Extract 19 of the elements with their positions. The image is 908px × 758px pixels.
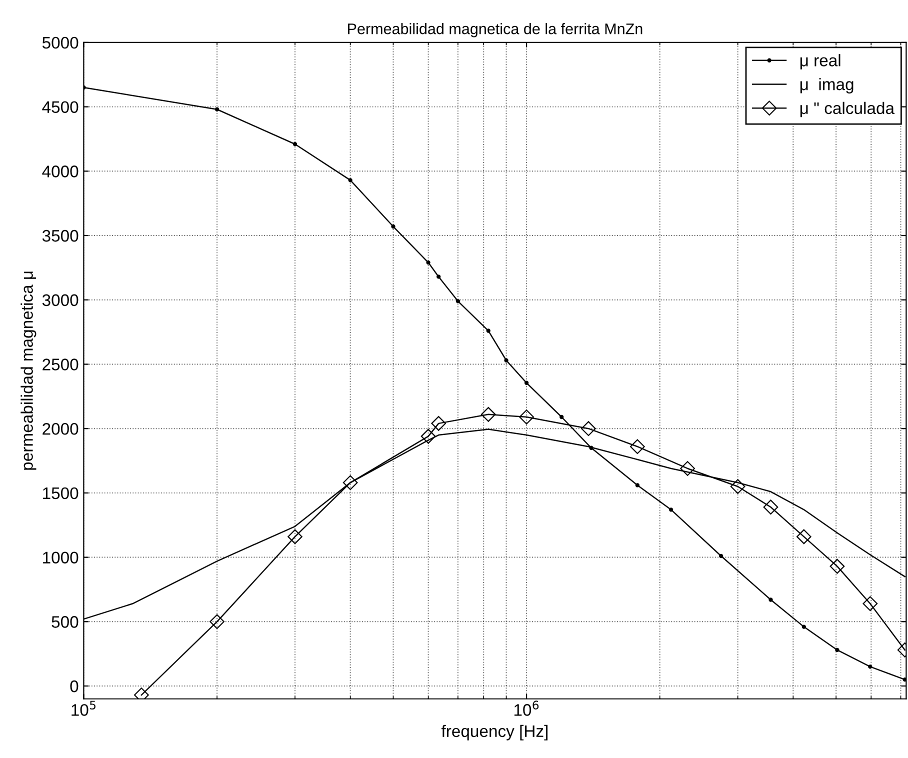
- y-tick-label: 0: [70, 680, 78, 692]
- x-tick-label: 10$^{5}$: [72, 700, 96, 716]
- y-tick-label: 2000: [42, 422, 78, 435]
- y-axis-title: permeabilidad magnetica μ: [20, 272, 36, 470]
- y-tick-label: 3500: [42, 230, 78, 242]
- y-tick-label: 500: [52, 616, 78, 628]
- x-tick-label: 10$^{6}$: [514, 700, 539, 716]
- legend-label: μ " calculada: [800, 102, 895, 118]
- y-tick-label: 2500: [42, 358, 78, 370]
- legend-label: μ imag: [800, 78, 854, 94]
- y-tick-label: 3000: [42, 294, 78, 306]
- y-tick-label: 1000: [43, 552, 78, 564]
- chart-title: Permeabilidad magnetica de la ferrita MnZn: [348, 23, 642, 38]
- y-tick-label: 4500: [42, 101, 78, 114]
- y-tick-label: 1500: [43, 487, 78, 500]
- y-tick-label: 4000: [42, 166, 78, 178]
- y-tick-label: 5000: [42, 36, 78, 49]
- legend-label: μ real: [800, 54, 840, 70]
- x-axis-title: frequency [Hz]: [441, 724, 548, 740]
